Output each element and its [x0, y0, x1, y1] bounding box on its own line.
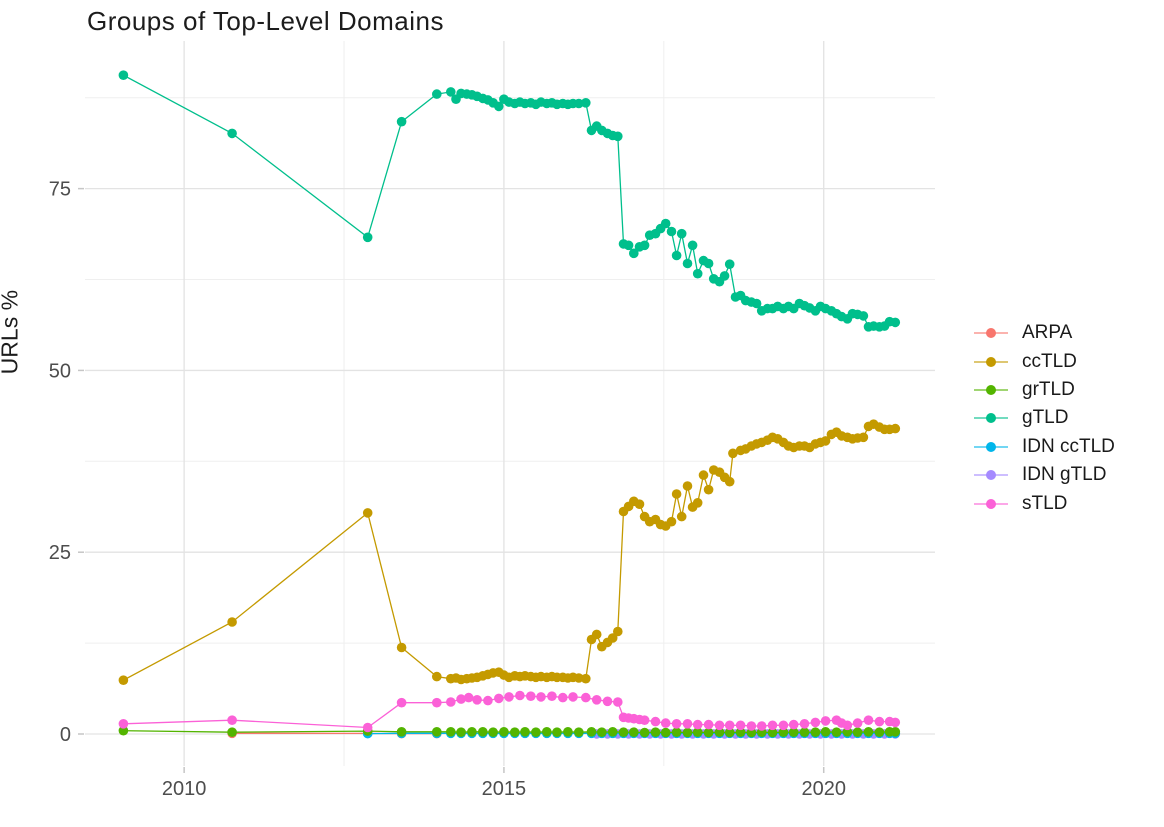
axis-ticks: 0 25 50 75 2010 2015 2020: [49, 179, 846, 800]
y-axis-title: URLs %: [0, 290, 23, 375]
y-tick-label: 50: [49, 360, 71, 382]
gridlines-major: [85, 41, 935, 766]
y-tick-label: 25: [49, 542, 71, 564]
legend-item-grtld: grTLD: [972, 376, 1115, 404]
legend-label: ARPA: [1022, 322, 1073, 344]
legend-label: IDN gTLD: [1022, 464, 1107, 486]
legend-key-icon: [974, 413, 1008, 424]
legend-item-stld: sTLD: [972, 489, 1115, 517]
chart-title: Groups of Top-Level Domains: [87, 6, 444, 36]
legend-label: grTLD: [1022, 378, 1075, 400]
x-tick-label: 2010: [162, 778, 207, 800]
legend-key-icon: [974, 384, 1008, 395]
series-stld: [118, 690, 901, 733]
legend-label: sTLD: [1022, 492, 1068, 514]
gridlines-minor: [85, 41, 935, 766]
series-grtld: [118, 725, 901, 738]
series-gtld: [118, 70, 901, 332]
legend: ARPA ccTLD grTLD gTLD IDN ccTLD IDN gTLD sTLD: [972, 319, 1115, 518]
legend-key-icon: [974, 356, 1008, 367]
x-tick-label: 2020: [801, 778, 846, 800]
legend-item-arpa: ARPA: [972, 319, 1115, 347]
x-tick-label: 2015: [482, 778, 527, 800]
legend-item-idn-cctld: IDN ccTLD: [972, 433, 1115, 461]
series-cctld: [118, 419, 901, 685]
legend-label: IDN ccTLD: [1022, 435, 1115, 457]
legend-item-idn-gtld: IDN gTLD: [972, 461, 1115, 489]
legend-item-cctld: ccTLD: [972, 347, 1115, 375]
legend-key-icon: [974, 328, 1008, 339]
legend-key-icon: [974, 470, 1008, 481]
y-tick-label: 75: [49, 179, 71, 201]
legend-item-gtld: gTLD: [972, 404, 1115, 432]
legend-label: gTLD: [1022, 407, 1069, 429]
legend-label: ccTLD: [1022, 350, 1077, 372]
legend-key-icon: [974, 441, 1008, 452]
legend-key-icon: [974, 498, 1008, 509]
series-line: [123, 74, 896, 328]
y-tick-label: 0: [60, 724, 71, 746]
